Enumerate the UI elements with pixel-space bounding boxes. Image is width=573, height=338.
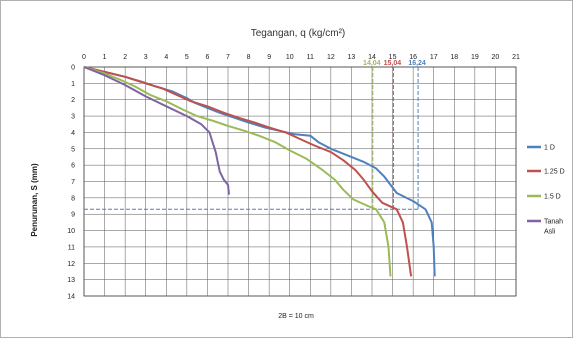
reference-value-label: 14,04	[363, 60, 381, 67]
y-tick-label: 14	[67, 294, 75, 301]
x-tick-label: 4	[164, 54, 168, 61]
x-tick-label: 7	[226, 54, 230, 61]
x-tick-label: 17	[430, 54, 438, 61]
y-axis-label: Penurunan, S (mm)	[30, 163, 39, 237]
x-tick-label: 9	[267, 54, 271, 61]
y-tick-label: 12	[67, 261, 75, 268]
y-tick-label: 4	[71, 130, 75, 137]
y-tick-label: 10	[67, 228, 75, 235]
y-tick-label: 13	[67, 277, 75, 284]
x-tick-label: 12	[327, 54, 335, 61]
series-line-tanah-asli	[83, 66, 230, 195]
x-tick-label: 13	[348, 54, 356, 61]
y-tick-label: 11	[68, 244, 75, 251]
reference-lines: 14,04 15,04 16,24	[84, 60, 426, 210]
footnote: 2B = 10 cm	[278, 313, 314, 320]
x-tick-label: 16	[409, 54, 417, 61]
legend-label: 1 D	[544, 145, 555, 152]
x-tick-label: 14	[368, 54, 376, 61]
x-tick-label: 20	[492, 54, 500, 61]
series-line-1-5-d	[83, 66, 392, 277]
reference-value-label: 16,24	[408, 60, 426, 67]
x-tick-label: 21	[512, 54, 520, 61]
tick-labels: 0 1 2 3 4 5 6 7 8 9 10 11 12 13 14 15 16 17 18 19 20 21012345…	[67, 54, 520, 301]
x-tick-label: 15	[389, 54, 397, 61]
series-lines	[83, 66, 436, 277]
x-tick-label: 5	[185, 54, 189, 61]
legend-label: 1.5 D	[544, 194, 561, 201]
x-tick-label: 10	[286, 54, 294, 61]
chart-title: Tegangan, q (kg/cm²)	[251, 28, 346, 39]
x-tick-label: 0	[82, 54, 86, 61]
x-tick-label: 18	[450, 54, 458, 61]
x-tick-label: 3	[144, 54, 148, 61]
y-tick-label: 5	[71, 146, 75, 153]
legend: 1 D 1.25 D 1.5 D Tanah Asli	[527, 145, 565, 236]
legend-label: Asli	[544, 229, 556, 236]
y-tick-label: 0	[71, 65, 75, 72]
x-tick-label: 8	[247, 54, 251, 61]
y-tick-label: 3	[71, 114, 75, 121]
x-tick-label: 19	[471, 54, 479, 61]
reference-value-label: 15,04	[384, 60, 402, 67]
x-tick-label: 2	[123, 54, 127, 61]
y-tick-label: 1	[71, 81, 75, 88]
x-tick-label: 1	[103, 54, 107, 61]
grid	[83, 66, 517, 297]
y-tick-label: 9	[71, 212, 75, 219]
y-tick-label: 6	[71, 163, 75, 170]
series-line-1-25-d	[83, 66, 413, 277]
x-tick-label: 11	[307, 54, 314, 61]
y-tick-label: 8	[71, 195, 75, 202]
legend-label: Tanah	[544, 219, 563, 226]
y-tick-label: 2	[71, 97, 75, 104]
x-tick-label: 6	[205, 54, 209, 61]
legend-label: 1.25 D	[544, 169, 565, 176]
y-tick-label: 7	[71, 179, 75, 186]
